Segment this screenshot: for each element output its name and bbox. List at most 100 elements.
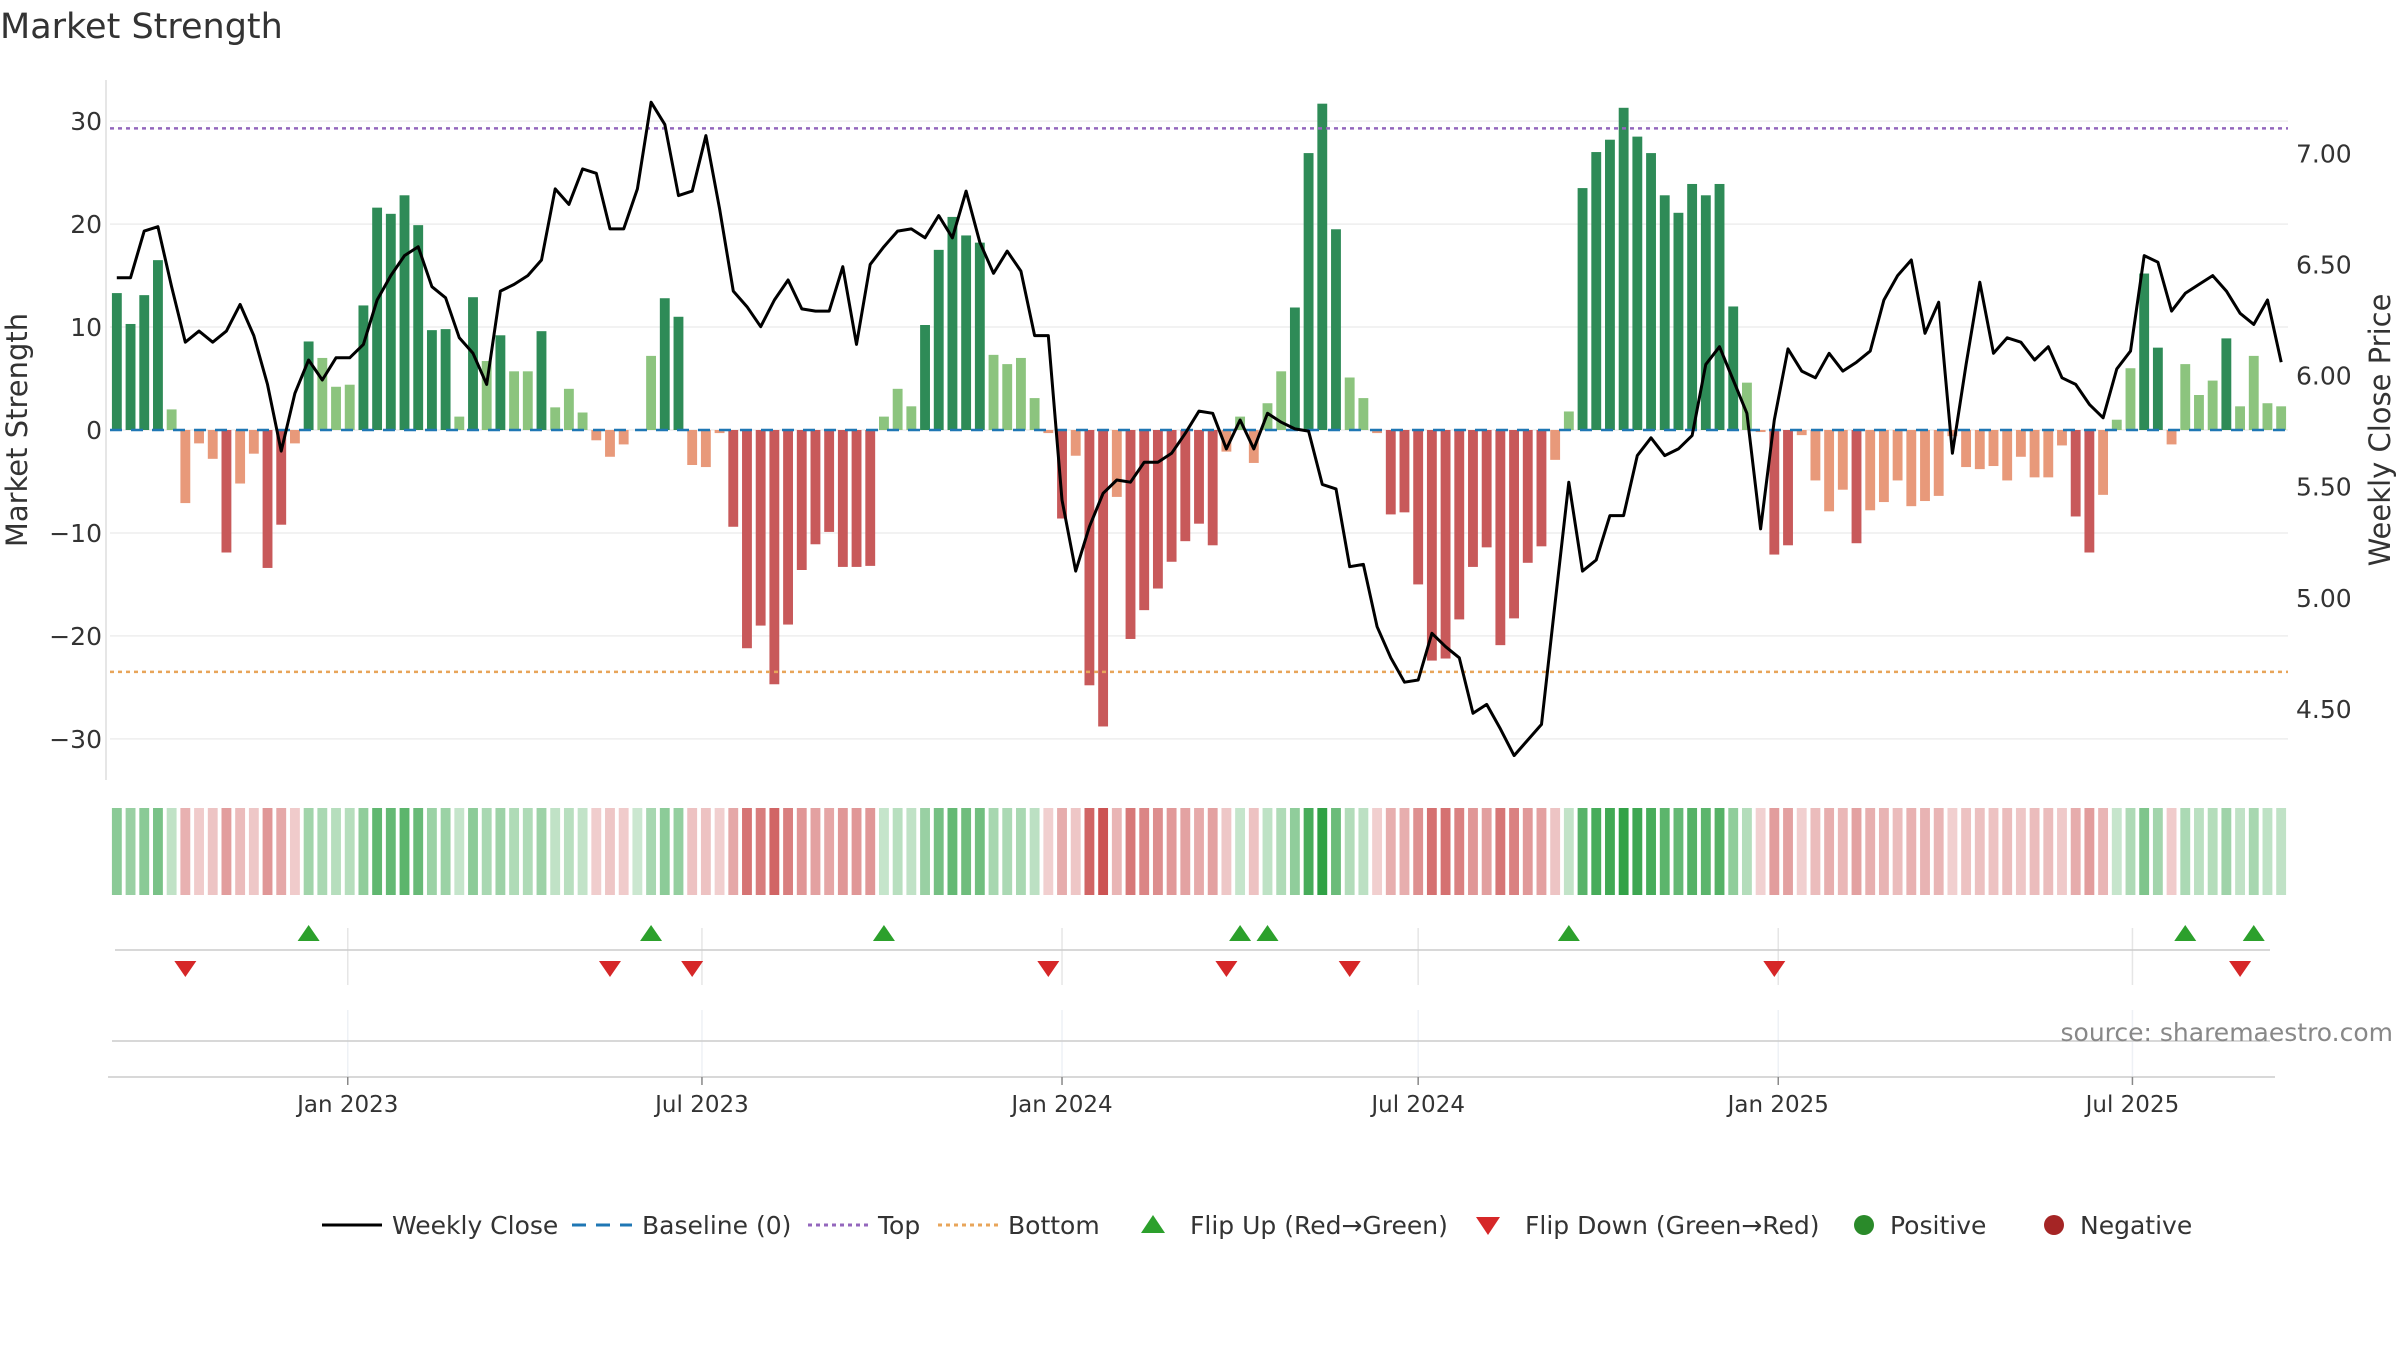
heat-cell	[1358, 808, 1369, 895]
y-axis-right-label: Weekly Close Price	[2363, 294, 2397, 567]
strength-bar	[1166, 430, 1177, 562]
heat-cell	[139, 808, 150, 895]
heat-cell	[591, 808, 602, 895]
strength-bar	[2084, 430, 2095, 553]
heat-cell	[1741, 808, 1752, 895]
strength-bar	[2180, 364, 2191, 430]
legend: Weekly Close Baseline (0) Top Bottom Flip Up…	[322, 1211, 2192, 1240]
heat-cell	[2015, 808, 2026, 895]
heat-cell	[495, 808, 506, 895]
strength-bar	[1426, 430, 1437, 661]
heat-cell	[1070, 808, 1081, 895]
legend-triangle-up-icon	[1141, 1215, 1165, 1233]
heat-cell	[933, 808, 944, 895]
heat-cell	[1591, 808, 1602, 895]
strength-bar	[1358, 398, 1369, 430]
heat-cell	[1262, 808, 1273, 895]
strength-bar	[2194, 395, 2204, 430]
strength-bar	[2029, 430, 2040, 478]
strength-bar	[153, 260, 163, 430]
heat-cell	[372, 808, 383, 895]
heat-cell	[947, 808, 958, 895]
strength-bar	[2276, 406, 2287, 430]
strength-bar	[522, 371, 533, 430]
strength-bar	[385, 213, 396, 430]
y-left-tick-label: 0	[86, 416, 102, 445]
heat-cell	[2180, 808, 2191, 895]
strength-bar	[413, 225, 424, 430]
strength-bar	[1372, 430, 1383, 434]
strength-bar	[769, 430, 780, 685]
strength-bar	[1783, 430, 1793, 546]
strength-bars	[111, 103, 2287, 727]
strength-bar	[426, 330, 437, 430]
strength-bar	[1741, 382, 1752, 430]
flip-up-marker	[2174, 925, 2197, 941]
strength-bar	[1194, 430, 1204, 524]
heat-cell	[687, 808, 698, 895]
heat-cell	[1536, 808, 1547, 895]
x-tick-label: Jan 2025	[1726, 1092, 1829, 1118]
strength-bar	[2262, 403, 2273, 430]
heat-cell	[1029, 808, 1040, 895]
strength-heat-strip	[111, 808, 2287, 895]
strength-bar	[851, 430, 862, 567]
heat-cell	[331, 808, 341, 895]
heat-cell	[1235, 808, 1246, 895]
heat-cell	[2194, 808, 2204, 895]
heat-cell	[1563, 808, 1574, 895]
heat-cell	[1947, 808, 1958, 895]
heat-cell	[1933, 808, 1944, 895]
heat-cell	[1331, 808, 1341, 895]
strength-bar	[440, 329, 451, 430]
heat-cell	[632, 808, 643, 895]
strength-bar	[180, 430, 191, 504]
heat-cell	[2057, 808, 2067, 895]
heat-cell	[468, 808, 478, 895]
heat-cell	[1837, 808, 1848, 895]
strength-bar	[248, 430, 259, 454]
y-right-tick-label: 7.00	[2296, 139, 2352, 168]
heat-cell	[2111, 808, 2122, 895]
strength-bar	[892, 388, 903, 430]
heat-cell	[1783, 808, 1793, 895]
heat-cell	[1810, 808, 1821, 895]
strength-bar	[1029, 398, 1040, 430]
strength-bar	[1687, 183, 1698, 430]
heat-cell	[385, 808, 396, 895]
strength-bar	[344, 384, 355, 430]
y-left-tick-label: −10	[49, 519, 102, 548]
strength-bar	[1906, 430, 1917, 507]
strength-bar	[1125, 430, 1136, 639]
heat-cell	[180, 808, 191, 895]
strength-bar	[974, 242, 985, 430]
strength-bar	[317, 357, 328, 430]
strength-bar	[1974, 430, 1985, 470]
strength-bar	[1605, 139, 1615, 431]
legend-label: Flip Down (Green→Red)	[1525, 1211, 1820, 1240]
heat-cell	[1605, 808, 1615, 895]
heat-cell	[289, 808, 300, 895]
strength-bar	[1440, 430, 1451, 659]
heat-cell	[1906, 808, 1917, 895]
heat-cell	[2098, 808, 2109, 895]
heat-cell	[1865, 808, 1876, 895]
flip-down-marker	[1338, 961, 1361, 977]
flip-down-marker	[2229, 961, 2252, 977]
heat-cell	[1084, 808, 1095, 895]
strength-bar	[2070, 430, 2081, 517]
strength-bar	[1851, 430, 1862, 544]
x-tick-label: Jul 2023	[653, 1092, 749, 1118]
heat-cell	[2221, 808, 2232, 895]
heat-cell	[111, 808, 122, 895]
x-axis: Jan 2023 Jul 2023 Jan 2024 Jul 2024 Jan 2025…	[108, 1010, 2275, 1118]
heat-cell	[1673, 808, 1684, 895]
strength-bar	[2015, 430, 2026, 457]
heat-cell	[1180, 808, 1191, 895]
heat-cell	[1166, 808, 1177, 895]
heat-cell	[2043, 808, 2054, 895]
y-left-tick-label: 20	[70, 210, 102, 239]
strength-bar	[1111, 430, 1122, 497]
strength-bar	[1454, 430, 1465, 620]
